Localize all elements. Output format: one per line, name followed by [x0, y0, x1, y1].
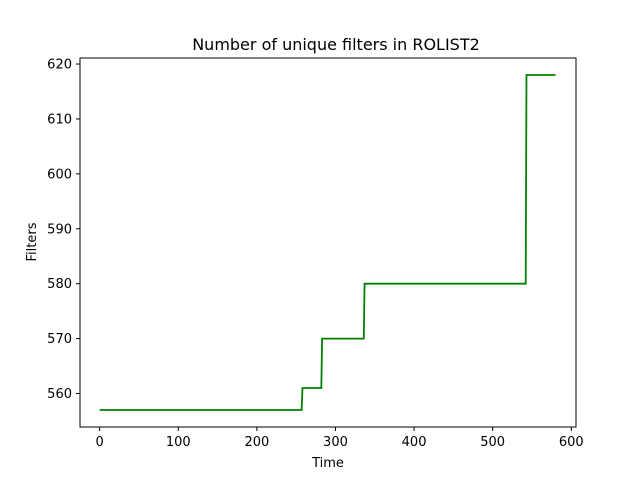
y-tick-label: 580 — [47, 277, 72, 292]
y-tick-label: 570 — [47, 332, 72, 347]
x-tick-label: 200 — [244, 435, 269, 450]
series-line-0 — [99, 74, 556, 411]
x-tick-label: 400 — [402, 435, 427, 450]
x-tick-label: 600 — [559, 435, 584, 450]
x-tick-label: 100 — [166, 435, 191, 450]
x-axis-label: Time — [311, 456, 344, 471]
plot-frame — [79, 57, 577, 428]
chart-title: Number of unique filters in ROLIST2 — [192, 35, 480, 54]
x-tick-label: 0 — [96, 435, 104, 450]
plot-area — [99, 74, 556, 411]
x-tick-label: 300 — [323, 435, 348, 450]
y-tick-label: 620 — [47, 58, 72, 73]
y-tick-label: 560 — [47, 387, 72, 402]
y-axis-label: Filters — [25, 222, 40, 261]
x-tick-label: 500 — [480, 435, 505, 450]
x-axis-ticks: 0 100 200 300 400 500 600 — [96, 427, 584, 450]
y-tick-label: 600 — [47, 167, 72, 182]
y-tick-label: 610 — [47, 112, 72, 127]
y-tick-label: 590 — [47, 222, 72, 237]
y-axis-ticks: 560 570 580 590 600 610 620 — [47, 58, 80, 402]
